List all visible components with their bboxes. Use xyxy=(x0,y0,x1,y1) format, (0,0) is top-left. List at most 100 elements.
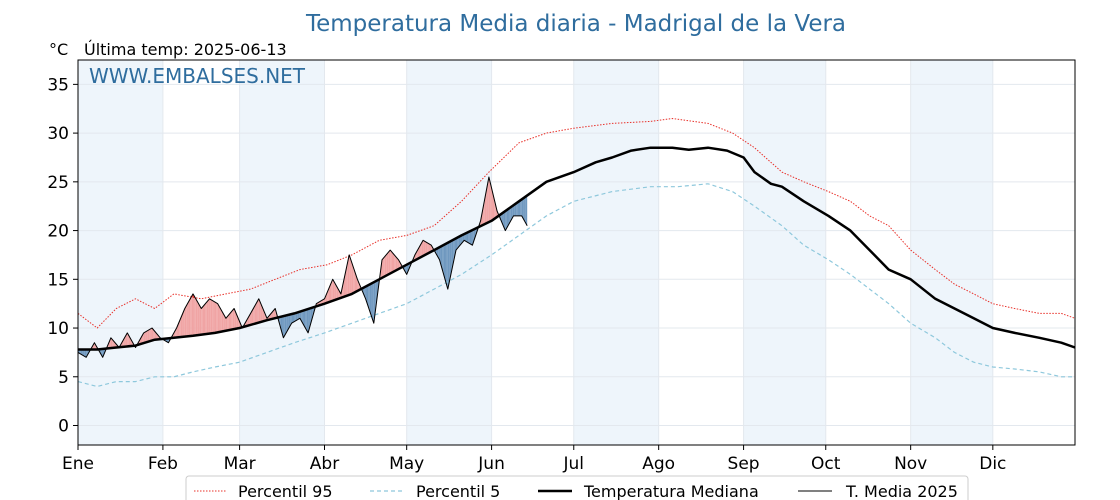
series-lines xyxy=(77,118,1076,388)
anomaly-fill-279 xyxy=(451,239,454,270)
anomaly-fill-155 xyxy=(284,315,287,336)
anomaly-fill-301 xyxy=(482,206,484,226)
anomaly-fill-80 xyxy=(187,301,189,337)
x-tick-label-Ago: Ago xyxy=(642,454,675,474)
anomaly-fill-205 xyxy=(350,258,352,295)
anomaly-fill-156 xyxy=(286,315,288,333)
chart-title: Temperatura Media diaria - Madrigal de l… xyxy=(305,11,846,37)
anomaly-fill-132 xyxy=(253,306,255,325)
anomaly-fill-333 xyxy=(525,195,528,226)
anomaly-fill-49 xyxy=(145,331,147,343)
x-tick-label-Abr: Abr xyxy=(310,454,339,474)
anomaly-fill-103 xyxy=(213,301,215,334)
legend-label-median: Temperatura Mediana xyxy=(583,482,759,500)
anomaly-fill-56 xyxy=(154,331,157,340)
y-tick-label-20: 20 xyxy=(47,222,69,242)
anomaly-fill-2 xyxy=(80,349,83,355)
anomaly-fill-86 xyxy=(193,293,195,336)
anomaly-fill-208 xyxy=(354,271,357,293)
series-line-median xyxy=(78,146,1076,351)
anomaly-fill-290 xyxy=(466,232,469,243)
anomaly-fill-90 xyxy=(195,298,198,336)
anomaly-fill-288 xyxy=(464,233,466,242)
anomaly-fill-320 xyxy=(508,208,510,226)
anomaly-fill-289 xyxy=(465,232,467,242)
x-tick-label-Feb: Feb xyxy=(148,454,178,474)
anomaly-fill-104 xyxy=(214,302,217,333)
anomaly-fill-234 xyxy=(390,250,392,274)
anomaly-fill-168 xyxy=(302,310,304,326)
anomaly-fill-284 xyxy=(458,236,461,247)
anomaly-fill-94 xyxy=(201,306,203,335)
anomaly-fill-269 xyxy=(438,247,440,260)
anomaly-fill-140 xyxy=(264,311,266,322)
anomaly-fill-232 xyxy=(387,251,389,275)
anomaly-fill-158 xyxy=(288,314,291,329)
anomaly-fill-129 xyxy=(249,313,251,326)
anomaly-fill-258 xyxy=(423,240,425,256)
anomaly-fill-3 xyxy=(82,349,84,356)
x-tick-label-Oct: Oct xyxy=(811,454,841,474)
x-axis-ticks: Ene Feb Mar Abr May Jun Jul Ago Sep Oct Nov Dic xyxy=(62,445,1006,474)
anomaly-fill-117 xyxy=(232,308,235,330)
anomaly-fill-200 xyxy=(346,261,348,296)
anomaly-fill-262 xyxy=(428,243,430,253)
anomaly-fill-112 xyxy=(225,316,228,331)
anomaly-fill-136 xyxy=(258,298,261,323)
anomaly-fill-207 xyxy=(353,267,355,294)
y-axis-ticks: 0 5 10 15 20 25 30 35 xyxy=(47,75,78,437)
anomaly-fill-326 xyxy=(516,202,518,216)
anomaly-fill-317 xyxy=(503,211,506,231)
anomaly-fill-271 xyxy=(440,245,443,270)
anomaly-fill-236 xyxy=(392,253,395,272)
anomaly-fill-191 xyxy=(334,281,336,301)
anomaly-fill-11 xyxy=(93,342,95,350)
anomaly-fill-110 xyxy=(223,313,225,332)
anomaly-fill-273 xyxy=(443,244,446,280)
anomaly-fill-206 xyxy=(351,263,354,294)
anomaly-fill-32 xyxy=(121,340,124,347)
anomaly-fill-256 xyxy=(420,242,422,258)
anomaly-fill-111 xyxy=(224,315,226,332)
month-band-1 xyxy=(239,60,325,445)
anomaly-fill-133 xyxy=(254,303,257,324)
anomaly-fill-74 xyxy=(179,318,181,338)
x-tick-label-Sep: Sep xyxy=(728,454,760,474)
anomaly-fill-239 xyxy=(397,258,399,270)
anomaly-fill-190 xyxy=(332,279,335,301)
anomaly-fill-25 xyxy=(112,339,114,348)
anomaly-fill-52 xyxy=(149,328,151,342)
anomaly-fill-331 xyxy=(523,197,525,221)
anomaly-fill-77 xyxy=(183,308,185,337)
anomaly-fill-217 xyxy=(366,285,369,307)
anomaly-fill-78 xyxy=(184,306,187,337)
anomaly-fill-76 xyxy=(182,311,184,337)
anomaly-fill-323 xyxy=(512,205,514,219)
anomaly-fill-274 xyxy=(445,243,447,285)
anomaly-fill-114 xyxy=(228,313,231,331)
anomaly-fill-5 xyxy=(84,349,87,358)
plot-frame xyxy=(77,59,1076,446)
anomaly-fill-275 xyxy=(446,242,448,290)
x-tick-label-Jun: Jun xyxy=(477,454,505,474)
anomaly-fill-100 xyxy=(209,298,211,334)
anomaly-fill-169 xyxy=(303,309,306,329)
anomaly-fill-50 xyxy=(146,330,148,343)
anomaly-fill-197 xyxy=(342,280,344,298)
anomaly-fill-321 xyxy=(509,207,511,224)
anomaly-fill-101 xyxy=(210,299,213,334)
x-tick-label-Mar: Mar xyxy=(224,454,256,474)
anomaly-fill-325 xyxy=(514,203,517,216)
anomaly-fill-322 xyxy=(510,206,513,221)
anomaly-fill-285 xyxy=(460,235,462,246)
anomaly-fill-329 xyxy=(520,199,522,216)
month-band-3 xyxy=(573,60,659,445)
anomaly-fill-55 xyxy=(153,329,155,341)
anomaly-fill-292 xyxy=(469,230,472,245)
anomaly-fill-88 xyxy=(194,296,196,336)
anomaly-fill-163 xyxy=(295,312,298,321)
anomaly-fill-24 xyxy=(110,337,113,349)
anomaly-fill-91 xyxy=(197,301,199,336)
anomaly-fill-221 xyxy=(372,282,374,324)
